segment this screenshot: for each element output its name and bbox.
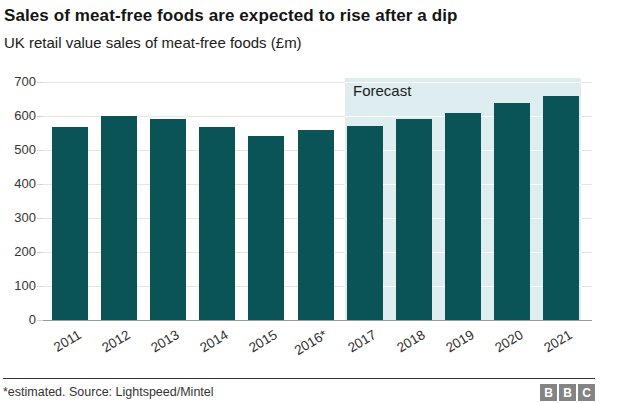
bar-2016 [298, 130, 334, 320]
x-axis-label-2012: 2012 [74, 327, 133, 371]
bar-2018 [396, 119, 432, 320]
bbc-logo: BBC [540, 384, 595, 401]
bbc-logo-block-2: B [559, 384, 576, 401]
x-axis-label-2016: 2016* [271, 327, 330, 371]
y-axis-label-400: 400 [1, 176, 36, 191]
bar-2013 [150, 119, 186, 320]
x-axis-label-2019: 2019 [418, 327, 477, 371]
bbc-logo-block-3: C [578, 384, 595, 401]
y-axis-label-300: 300 [1, 210, 36, 225]
x-axis-line [43, 320, 592, 321]
y-tick-200 [37, 252, 43, 253]
bar-2014 [199, 127, 235, 320]
y-tick-700 [37, 82, 43, 83]
footer-divider [3, 378, 595, 379]
x-axis-label-2017: 2017 [320, 327, 379, 371]
bar-2017 [347, 126, 383, 321]
y-tick-600 [37, 116, 43, 117]
x-axis-label-2018: 2018 [369, 327, 428, 371]
bar-2019 [445, 113, 481, 320]
bar-2011 [52, 127, 88, 320]
y-tick-400 [37, 184, 43, 185]
y-tick-300 [37, 218, 43, 219]
x-axis-label-2020: 2020 [467, 327, 526, 371]
forecast-label: Forecast [353, 82, 411, 99]
y-axis-label-700: 700 [1, 74, 36, 89]
chart-subtitle: UK retail value sales of meat-free foods… [4, 34, 614, 51]
y-axis-label-500: 500 [1, 142, 36, 157]
y-tick-500 [37, 150, 43, 151]
x-axis-label-2015: 2015 [221, 327, 280, 371]
source-note: *estimated. Source: Lightspeed/Mintel [3, 385, 214, 399]
chart-title: Sales of meat-free foods are expected to… [4, 6, 614, 26]
y-axis-label-0: 0 [1, 312, 36, 327]
bbc-logo-block-1: B [540, 384, 557, 401]
bar-2012 [101, 116, 137, 320]
y-axis-label-200: 200 [1, 244, 36, 259]
bar-2020 [494, 103, 530, 320]
y-tick-100 [37, 286, 43, 287]
bar-2015 [248, 136, 284, 320]
x-axis-label-2011: 2011 [25, 327, 84, 371]
plot-area: 0100200300400500600700Forecast2011201220… [43, 82, 592, 320]
x-axis-label-2013: 2013 [123, 327, 182, 371]
x-axis-label-2014: 2014 [172, 327, 231, 371]
x-axis-label-2021: 2021 [516, 327, 575, 371]
bar-2021 [543, 96, 579, 320]
y-axis-label-100: 100 [1, 278, 36, 293]
y-axis-label-600: 600 [1, 108, 36, 123]
